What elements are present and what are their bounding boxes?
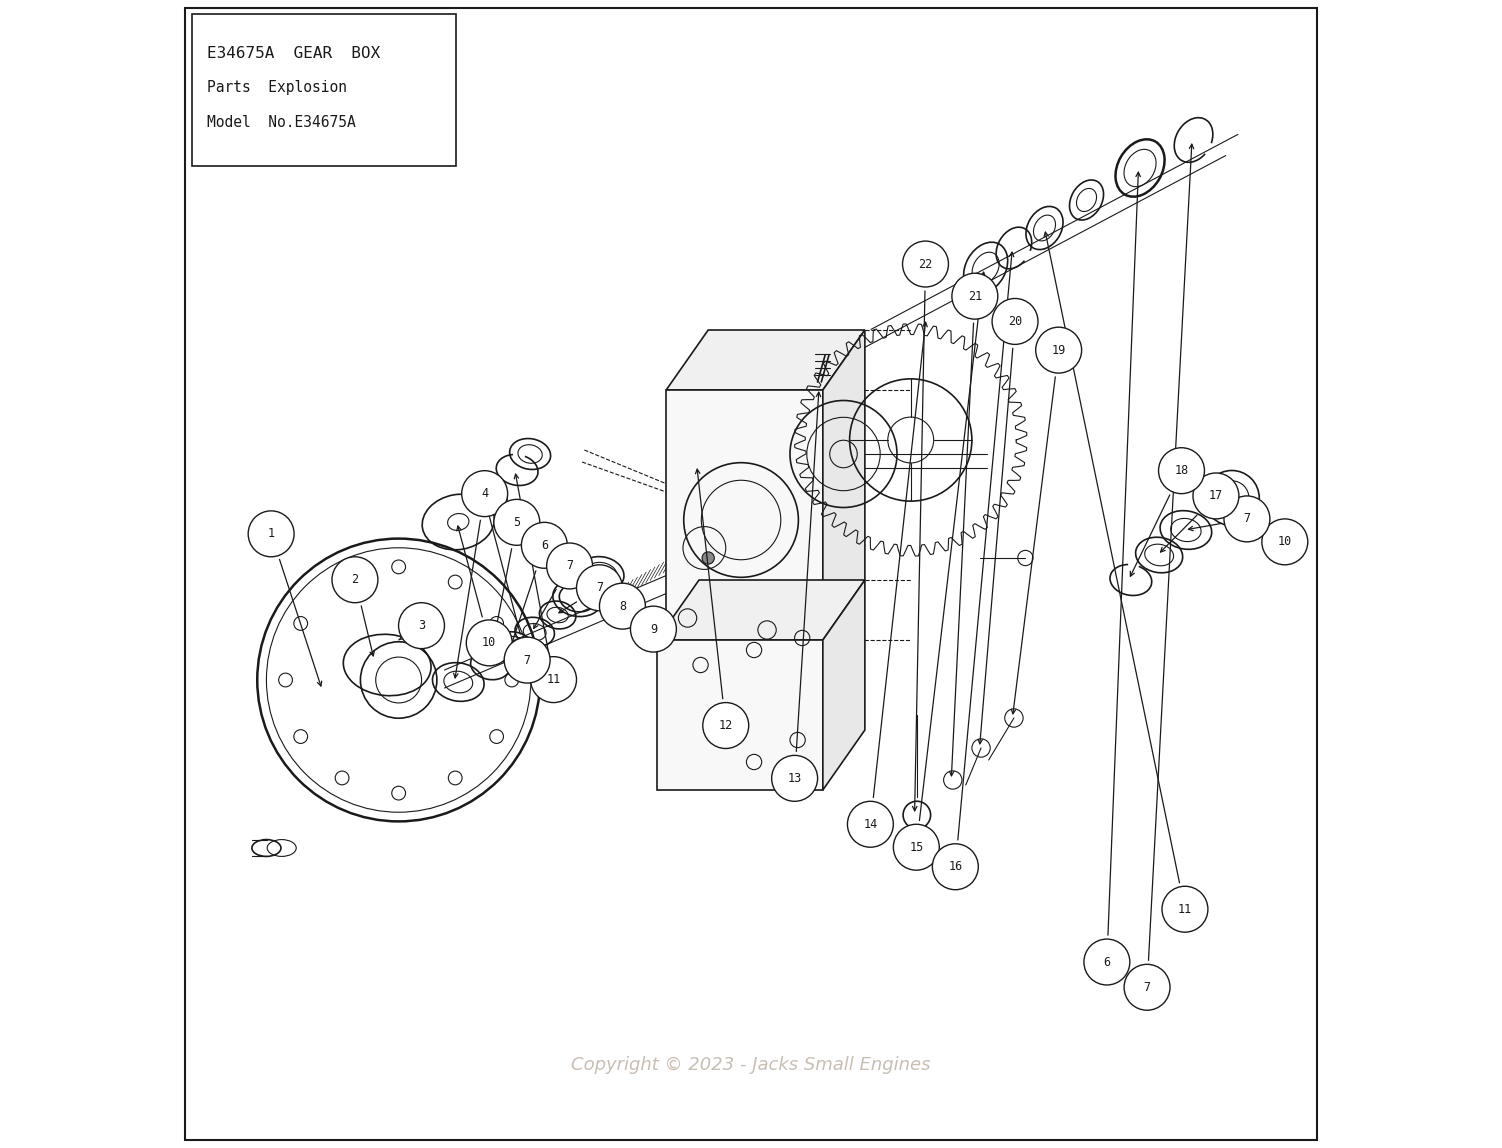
Polygon shape: [823, 580, 865, 790]
Text: Model  No.E34675A: Model No.E34675A: [207, 115, 356, 130]
Circle shape: [332, 557, 379, 603]
Text: 12: 12: [718, 719, 733, 732]
Polygon shape: [656, 580, 865, 639]
Text: 7: 7: [524, 653, 530, 667]
Circle shape: [577, 565, 622, 611]
Text: 5: 5: [514, 515, 520, 529]
Circle shape: [631, 606, 676, 652]
Text: 7: 7: [566, 559, 574, 573]
Text: 18: 18: [1175, 464, 1188, 478]
Text: Copyright © 2023 - Jacks Small Engines: Copyright © 2023 - Jacks Small Engines: [571, 1056, 931, 1075]
Text: 14: 14: [864, 817, 877, 831]
Text: 3: 3: [418, 619, 425, 633]
Text: 10: 10: [1278, 535, 1292, 549]
Text: 15: 15: [909, 840, 924, 854]
Circle shape: [952, 273, 997, 319]
Text: 1: 1: [267, 527, 275, 541]
Circle shape: [521, 522, 568, 568]
Circle shape: [1193, 473, 1239, 519]
Circle shape: [933, 844, 978, 890]
Circle shape: [847, 801, 894, 847]
Text: Parts  Explosion: Parts Explosion: [207, 80, 347, 95]
Circle shape: [1163, 886, 1208, 932]
Circle shape: [903, 241, 948, 287]
Circle shape: [530, 657, 577, 703]
Text: 2: 2: [351, 573, 359, 587]
Text: 7: 7: [1143, 980, 1151, 994]
Polygon shape: [823, 329, 865, 639]
Circle shape: [993, 298, 1038, 344]
Text: 4: 4: [481, 487, 488, 501]
Circle shape: [1262, 519, 1308, 565]
Text: 10: 10: [482, 636, 496, 650]
Polygon shape: [656, 639, 823, 790]
Text: 17: 17: [1209, 489, 1223, 503]
Text: 20: 20: [1008, 315, 1023, 328]
Circle shape: [1158, 448, 1205, 494]
Text: 22: 22: [918, 257, 933, 271]
Polygon shape: [667, 329, 865, 390]
Text: 9: 9: [650, 622, 656, 636]
Circle shape: [248, 511, 294, 557]
Text: 7: 7: [596, 581, 602, 595]
Text: JACKS
SMALL ENGINES: JACKS SMALL ENGINES: [689, 575, 802, 603]
Circle shape: [1123, 964, 1170, 1010]
Circle shape: [599, 583, 646, 629]
Text: E34675A  GEAR  BOX: E34675A GEAR BOX: [207, 46, 380, 61]
Text: 21: 21: [967, 289, 982, 303]
Text: 19: 19: [1051, 343, 1066, 357]
Text: 11: 11: [1178, 902, 1193, 916]
Circle shape: [701, 552, 715, 564]
Circle shape: [703, 703, 748, 748]
Text: 6: 6: [541, 538, 548, 552]
Circle shape: [398, 603, 445, 649]
Text: 8: 8: [619, 599, 626, 613]
Circle shape: [505, 637, 550, 683]
Circle shape: [1224, 496, 1269, 542]
Text: 16: 16: [948, 860, 963, 874]
Circle shape: [1084, 939, 1130, 985]
Polygon shape: [667, 390, 823, 639]
Text: 6: 6: [1104, 955, 1110, 969]
Text: 7: 7: [1244, 512, 1251, 526]
Circle shape: [466, 620, 512, 666]
Circle shape: [1036, 327, 1081, 373]
Circle shape: [461, 471, 508, 517]
Circle shape: [894, 824, 939, 870]
Circle shape: [547, 543, 593, 589]
Bar: [192, 14, 457, 166]
Text: 11: 11: [547, 673, 560, 687]
Circle shape: [494, 499, 539, 545]
Text: 13: 13: [787, 771, 802, 785]
Circle shape: [772, 755, 817, 801]
